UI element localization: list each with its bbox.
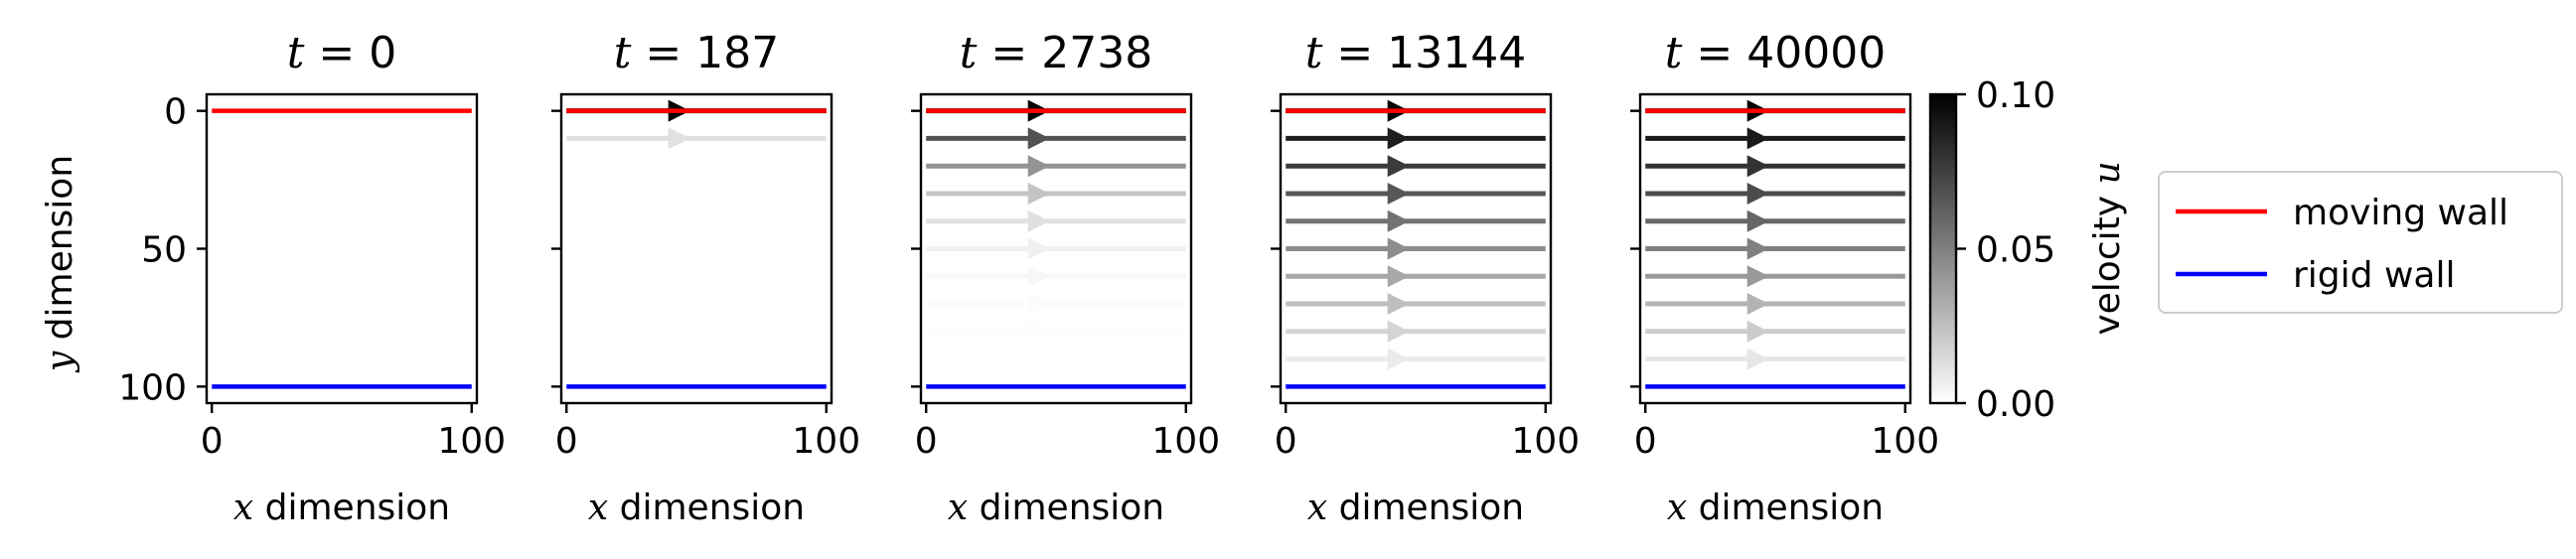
panel-title: t = 40000 [1665,28,1887,78]
panel-2738: t = 2738 0 100 x dimension [911,28,1220,528]
panel-title: t = 13144 [1305,28,1527,78]
panel-title-value: = 13144 [1322,28,1526,78]
panel-title-var: t [287,28,305,78]
x-axis-label: x dimension [948,488,1164,528]
x-tick-label: 0 [915,421,938,462]
x-tick-label: 0 [555,421,578,462]
legend-frame [2158,171,2563,314]
x-axis-label-var: x [233,488,253,528]
x-axis-label-text: dimension [608,488,805,528]
panel-title-value: = 187 [631,28,779,78]
panel-title: t = 0 [287,28,397,78]
streamline-arrow [1746,237,1769,260]
x-axis-label: x dimension [233,488,450,528]
streamline-arrow [1387,210,1410,232]
x-axis-label-text: dimension [1687,488,1884,528]
streamline-arrow [1027,182,1050,205]
y-tick-label: 100 [118,367,187,408]
y-axis-label: y dimension [40,155,80,373]
streamline-arrow [1027,265,1050,288]
streamline-arrow [668,127,690,150]
streamline-arrow [1387,293,1410,316]
streamline-arrow [1027,210,1050,232]
panel-title-var: t [1305,28,1323,78]
streamline-arrow [1387,320,1410,343]
colorbar-tick-label: 0.10 [1976,75,2055,116]
panel-title-var: t [960,28,978,78]
x-axis-label-text: dimension [968,488,1164,528]
colorbar-ticks: 0.00 0.05 0.10 [1956,75,2055,425]
streamline-arrow [1387,127,1410,150]
panel-title-var: t [1665,28,1683,78]
panel-40000: t = 40000 0 100 x dimension [1630,28,1939,528]
streamline-arrow [1746,210,1769,232]
streamline-arrow [1027,237,1050,260]
panel-title: t = 187 [614,28,780,78]
colorbar-tick-label: 0.05 [1976,230,2055,271]
streamline-arrow [1027,127,1050,150]
panel-title-var: t [614,28,632,78]
panels: t = 0 0 100 0 50 100 x dimension t = 187 0 100 x d… [118,28,1939,528]
panel-0: t = 0 0 100 0 50 100 x dimension [118,28,506,528]
panel-title: t = 2738 [960,28,1153,78]
streamline-arrow [1746,293,1769,316]
colorbar-tick-label: 0.00 [1976,384,2055,425]
y-tick-label: 50 [141,230,187,271]
panel-title-value: = 0 [304,28,396,78]
x-tick-label: 100 [1871,421,1939,462]
legend-label-rigid-wall: rigid wall [2293,255,2455,296]
axes-frame [205,92,479,405]
colorbar-label: velocity u [2087,161,2128,335]
panel-title-value: = 2738 [977,28,1152,78]
panel-187: t = 187 0 100 x dimension [551,28,860,528]
x-axis-label-var: x [588,488,608,528]
x-tick-label: 100 [1151,421,1220,462]
x-axis-label: x dimension [588,488,805,528]
x-axis-label-var: x [948,488,968,528]
x-axis-label-text: dimension [253,488,450,528]
x-axis-label-var: x [1307,488,1327,528]
x-axis-label-var: x [1667,488,1687,528]
streamline-arrow [1027,155,1050,178]
streamline-arrow [1746,348,1769,370]
y-tick-label: 0 [164,92,187,133]
x-tick-label: 100 [792,421,860,462]
x-tick-label: 0 [1634,421,1657,462]
x-axis-label: x dimension [1307,488,1524,528]
x-axis-label: x dimension [1667,488,1884,528]
x-tick-label: 0 [201,421,224,462]
x-tick-label: 0 [1275,421,1297,462]
x-tick-label: 100 [1511,421,1580,462]
streamline-arrow [1746,155,1769,178]
streamline-arrow [1746,265,1769,288]
legend: moving wall rigid wall [2158,171,2563,314]
x-axis-label-text: dimension [1327,488,1524,528]
streamline-arrow [1027,293,1050,316]
streamline-arrow [1746,182,1769,205]
streamline-arrow [1746,320,1769,343]
streamline-arrow [1387,182,1410,205]
streamline-arrow [1387,348,1410,370]
legend-label-moving-wall: moving wall [2293,193,2508,233]
colorbar-gradient [1928,92,1958,405]
x-tick-label: 100 [437,421,506,462]
streamline-arrow [1387,265,1410,288]
streamline-arrow [1387,155,1410,178]
streamline-arrow [1746,127,1769,150]
streamline-arrow [1027,320,1050,343]
panel-13144: t = 13144 0 100 x dimension [1271,28,1580,528]
colorbar: 0.00 0.05 0.10 velocity u [1928,75,2128,425]
panel-title-value: = 40000 [1682,28,1886,78]
streamline-arrow [1387,237,1410,260]
